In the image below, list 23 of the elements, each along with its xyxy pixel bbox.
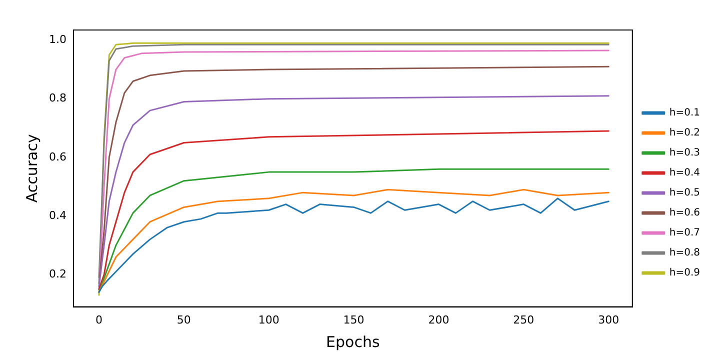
legend-label: h=0.1 [669, 108, 700, 119]
y-axis-title: Accuracy [22, 134, 41, 203]
x-axis-title: Epochs [326, 332, 380, 351]
x-tick-label: 100 [258, 313, 280, 326]
legend-label: h=0.2 [669, 128, 700, 139]
x-tick-label: 50 [176, 313, 191, 326]
y-tick-label: 0.2 [48, 267, 66, 280]
y-tick-label: 0.6 [48, 150, 66, 164]
x-tick-label: 250 [513, 313, 534, 326]
y-tick-label: 0.8 [48, 92, 66, 105]
x-tick-label: 300 [598, 313, 620, 326]
legend-label: h=0.4 [669, 168, 700, 179]
legend-label: h=0.6 [669, 208, 700, 219]
y-tick-label: 1.0 [48, 33, 66, 46]
x-tick-label: 150 [343, 313, 364, 326]
x-tick-label: 0 [95, 313, 102, 326]
legend-label: h=0.5 [669, 188, 700, 199]
legend-label: h=0.7 [669, 228, 700, 239]
y-tick-label: 0.4 [48, 208, 66, 222]
legend-label: h=0.8 [669, 248, 700, 259]
legend-label: h=0.9 [669, 268, 700, 279]
x-tick-label: 200 [428, 313, 450, 326]
legend-label: h=0.3 [669, 148, 700, 159]
